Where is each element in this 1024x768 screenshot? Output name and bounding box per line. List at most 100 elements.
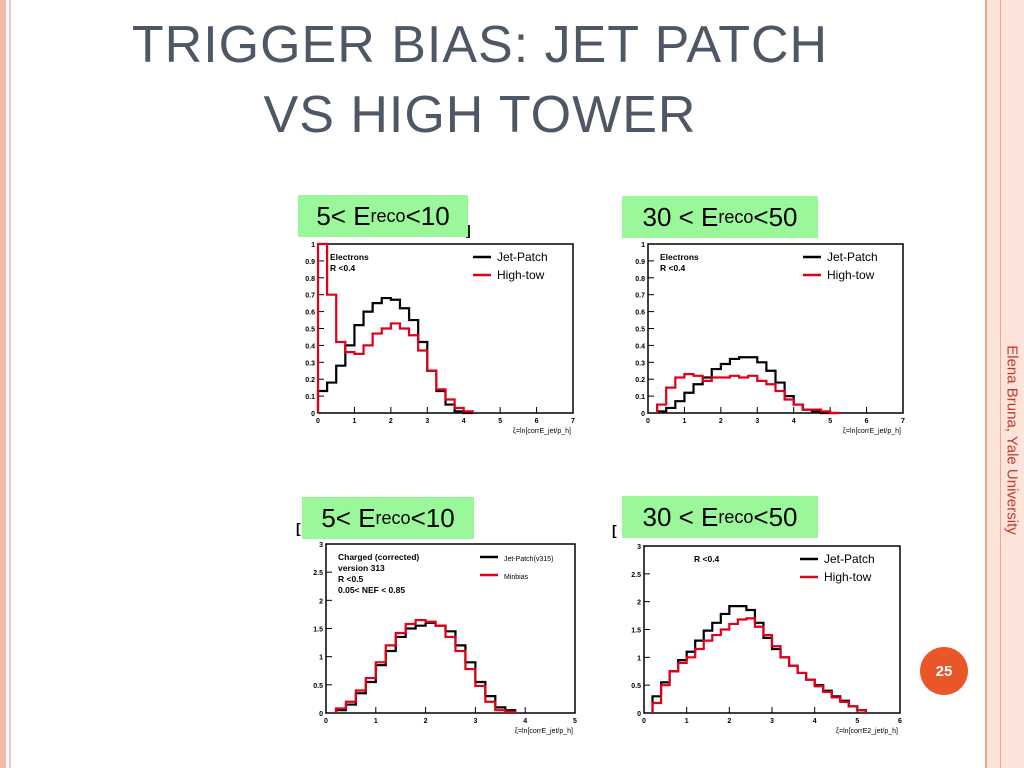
badge-subscript: reco: [718, 206, 754, 227]
y-tick-label: 2.5: [313, 570, 323, 577]
y-tick-label: 0.9: [635, 259, 645, 266]
x-tick-label: 7: [571, 418, 575, 425]
right-side-panel: [987, 0, 1024, 768]
y-tick-label: 0.5: [305, 327, 315, 334]
y-tick-label: 0.1: [635, 394, 645, 401]
x-tick-label: 4: [462, 418, 466, 425]
x-tick-label: 4: [523, 718, 527, 725]
y-tick-label: 0.8: [635, 276, 645, 283]
x-tick-label: 3: [473, 718, 477, 725]
y-tick-label: 1.5: [313, 627, 323, 634]
x-axis-label: ξ=ln[corrE2_jet/p_h]: [836, 728, 898, 735]
histogram-high-tower: [656, 373, 840, 415]
y-tick-label: 0: [319, 711, 323, 718]
legend-caption: R <0.5: [338, 574, 364, 584]
y-tick-label: 0.5: [631, 683, 641, 690]
y-tick-label: 0.4: [635, 343, 645, 350]
x-axis-label: ξ=ln[corrE_jet/p_h]: [515, 728, 573, 735]
x-tick-label: 5: [828, 418, 832, 425]
y-tick-label: 3: [637, 544, 641, 551]
x-tick-label: 5: [573, 718, 577, 725]
x-tick-label: 6: [535, 418, 539, 425]
author-affiliation: Elena Bruna, Yale University: [1003, 345, 1021, 535]
y-tick-label: 1: [319, 655, 323, 662]
x-tick-label: 3: [770, 718, 774, 725]
x-tick-label: 4: [813, 718, 817, 725]
y-tick-label: 0.6: [305, 310, 315, 317]
legend-caption: R <0.4: [330, 263, 356, 273]
left-border-line: [9, 0, 11, 768]
x-tick-label: 2: [424, 718, 428, 725]
y-tick-label: 1: [637, 655, 641, 662]
x-tick-label: 1: [352, 418, 356, 425]
y-tick-label: 0.5: [313, 683, 323, 690]
y-tick-label: 0.1: [305, 394, 315, 401]
left-border-strip: [0, 0, 6, 768]
y-tick-label: 0.4: [305, 343, 315, 350]
y-tick-label: 1.5: [631, 628, 641, 635]
badge-subscript: reco: [375, 507, 411, 528]
chart-svg: 0 0.5 1 1.5 2 2.5 3 0 1 2 3 4 5 6ξ=ln[corrE2_jet/p_h]…: [631, 544, 902, 735]
right-border-line-1: [985, 0, 987, 768]
plot-frame: [317, 243, 574, 414]
y-tick-label: 2.5: [631, 572, 641, 579]
y-tick-label: 2: [637, 600, 641, 607]
y-tick-label: 0: [637, 711, 641, 718]
histogram-high-tower: [316, 242, 474, 413]
x-tick-label: 6: [865, 418, 869, 425]
badge-text: 30 < E: [642, 201, 719, 232]
y-tick-label: 1: [641, 242, 645, 249]
x-tick-label: 0: [324, 718, 328, 725]
y-tick-label: 0: [641, 411, 645, 418]
chart-svg: 0 0.1 0.2 0.3 0.4 0.5 0.6 0.7 0.8 0.9 1 0 1 2 3 4 5 6 7ξ=l…: [635, 242, 905, 435]
x-tick-label: 0: [316, 418, 320, 425]
plot-charged-high-e: 0 0.5 1 1.5 2 2.5 3 0 1 2 3 4 5 6 ξ=ln[corrE2_jet/p_h]…: [618, 538, 908, 743]
y-tick-label: 1: [311, 242, 315, 249]
histogram-high-tower: [334, 618, 517, 713]
badge-subscript: reco: [370, 205, 406, 226]
page-number-badge: 25: [920, 647, 968, 695]
y-tick-label: 0.8: [305, 276, 315, 283]
badge-text: <10: [410, 502, 455, 533]
legend-caption: R <0.4: [660, 263, 686, 273]
badge-subscript: reco: [718, 506, 754, 527]
x-tick-label: 0: [642, 718, 646, 725]
plot-frame: [325, 543, 576, 714]
y-tick-label: 0.6: [635, 310, 645, 317]
legend-entry: Jet-Patch: [824, 552, 875, 566]
right-border-line-2: [1000, 0, 1001, 768]
y-tick-label: 0: [311, 411, 315, 418]
x-axis-label: ξ=ln[corrE_jet/p_h]: [513, 428, 571, 435]
y-tick-label: 0.2: [305, 377, 315, 384]
x-tick-label: 4: [792, 418, 796, 425]
badge-text: 30 < E: [642, 501, 719, 532]
badge-text: <50: [753, 201, 798, 232]
chart-svg: 0 0.1 0.2 0.3 0.4 0.5 0.6 0.7 0.8 0.9 1 0 1 2 3 4 5 6 7ξ=l…: [305, 242, 575, 435]
x-tick-label: 1: [682, 418, 686, 425]
badge-text: <50: [753, 501, 798, 532]
x-tick-label: 2: [727, 718, 731, 725]
x-tick-label: 2: [389, 418, 393, 425]
x-tick-label: 3: [425, 418, 429, 425]
legend-entry: Jet-Patch: [497, 250, 548, 264]
legend-entry: Jet-Patch: [827, 250, 878, 264]
legend-entry: Minbias: [504, 574, 529, 581]
legend-caption: Charged (corrected): [338, 552, 419, 562]
y-tick-label: 0.7: [635, 293, 645, 300]
x-tick-label: 1: [685, 718, 689, 725]
plot-electrons-low-e: 0 0.1 0.2 0.3 0.4 0.5 0.6 0.7 0.8 0.9 1 0 1 2 3 4 5 6 7 ξ=l…: [298, 238, 583, 443]
x-tick-label: 7: [901, 418, 905, 425]
legend-caption: Electrons: [330, 252, 369, 262]
legend-entry: High-tow: [824, 570, 872, 584]
legend-entry: High-tow: [497, 268, 545, 282]
legend-caption: R <0.4: [694, 554, 720, 564]
y-tick-label: 3: [319, 542, 323, 549]
y-tick-label: 0.9: [305, 259, 315, 266]
y-tick-label: 0.7: [305, 293, 315, 300]
y-tick-label: 0.3: [635, 360, 645, 367]
cropped-fragment: ]: [466, 222, 471, 238]
x-axis-label: ξ=ln[corrE_jet/p_h]: [843, 428, 901, 435]
